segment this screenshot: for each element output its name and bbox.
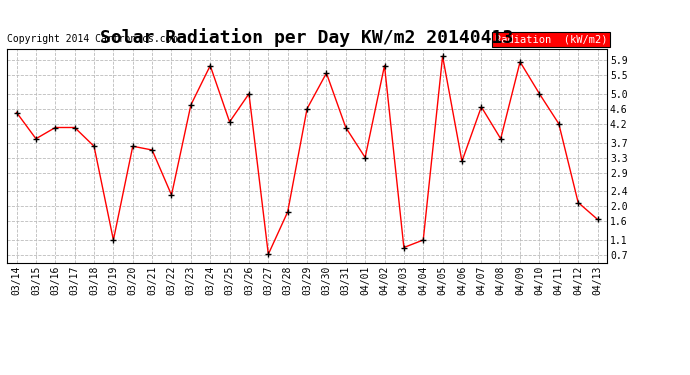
Text: Radiation  (kW/m2): Radiation (kW/m2) xyxy=(495,34,607,45)
Text: Copyright 2014 Cartronics.com: Copyright 2014 Cartronics.com xyxy=(7,34,177,45)
Title: Solar Radiation per Day KW/m2 20140413: Solar Radiation per Day KW/m2 20140413 xyxy=(101,28,513,47)
